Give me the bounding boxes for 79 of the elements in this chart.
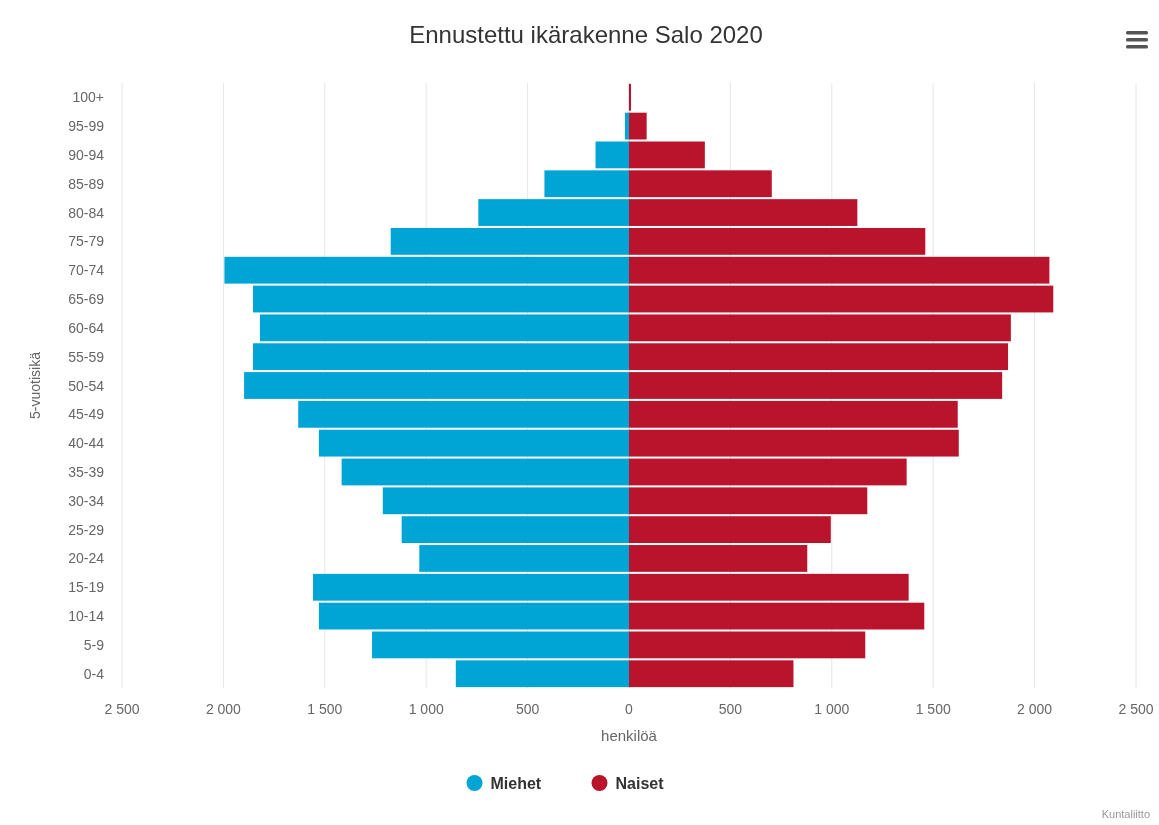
y-tick-label: 40-44 (68, 435, 105, 452)
y-tick-label: 35-39 (68, 463, 105, 480)
x-tick-label: 2 500 (1118, 701, 1154, 717)
bar (372, 631, 629, 659)
bar (341, 458, 629, 486)
bar (629, 458, 907, 486)
x-tick-label: 0 (625, 701, 634, 717)
bar (629, 141, 705, 169)
bar (629, 573, 909, 601)
bar (401, 516, 629, 544)
bar (390, 227, 629, 255)
y-tick-label: 55-59 (68, 348, 105, 365)
bar (478, 199, 629, 226)
bar (298, 400, 629, 428)
y-tick-label: 65-69 (68, 291, 105, 308)
x-tick-label: 500 (515, 701, 540, 717)
bar (629, 170, 772, 198)
x-tick-label: 1 000 (814, 701, 850, 717)
y-tick-label: 25-29 (68, 521, 105, 538)
bar (253, 343, 629, 371)
text: Kuntaliitto (1101, 808, 1150, 820)
chart-title: Ennustettu ikärakenne Salo 2020 (409, 21, 763, 48)
bar (595, 141, 629, 169)
bar (629, 199, 858, 226)
y-tick-label: 45-49 (68, 406, 105, 423)
y-tick-label: 90-94 (68, 146, 105, 163)
y-tick-label: 20-24 (68, 550, 105, 567)
bar (629, 602, 925, 630)
bar (629, 631, 866, 659)
x-tick-label: 1 500 (307, 701, 343, 717)
bar (629, 487, 868, 515)
bar (629, 314, 1011, 342)
y-tick-label: 10-14 (68, 608, 105, 625)
bar (629, 660, 794, 688)
bar (544, 170, 629, 198)
y-tick-label: 15-19 (68, 579, 105, 596)
bar (629, 516, 831, 544)
bar (629, 227, 926, 255)
bar (629, 112, 647, 140)
y-axis-title: 5-vuotisikä (27, 351, 43, 419)
bar (318, 602, 629, 630)
bar (629, 83, 632, 111)
x-tick-label: 500 (718, 701, 743, 717)
y-tick-label: 70-74 (68, 262, 105, 279)
bar (629, 343, 1009, 371)
bar (224, 256, 629, 284)
x-tick-label: 2 000 (205, 701, 242, 717)
y-tick-label: 0-4 (83, 665, 105, 682)
bar (318, 429, 629, 457)
bar (629, 285, 1054, 313)
bar (629, 429, 959, 457)
y-tick-label: 5-9 (83, 636, 105, 653)
bar (629, 256, 1050, 284)
bar (629, 372, 1003, 399)
bar (455, 660, 629, 688)
bar (629, 545, 808, 572)
legend-label: Miehet (490, 775, 542, 792)
x-tick-label: 2 000 (1017, 701, 1053, 717)
y-tick-label: 80-84 (68, 204, 105, 221)
x-tick-label: 1 500 (915, 701, 951, 717)
bar (253, 285, 629, 313)
x-tick-label: 2 500 (104, 701, 140, 717)
bar (313, 573, 629, 601)
y-tick-label: 95-99 (68, 118, 105, 135)
legend-label: Naiset (615, 775, 665, 792)
y-tick-label: 50-54 (68, 377, 105, 394)
bar (419, 545, 629, 572)
y-tick-label: 100+ (72, 89, 104, 106)
y-tick-label: 85-89 (68, 175, 105, 192)
bar (259, 314, 629, 342)
x-tick-label: 1 000 (408, 701, 444, 717)
y-tick-label: 60-64 (68, 319, 105, 336)
bar (629, 400, 958, 428)
y-tick-label: 75-79 (68, 233, 105, 250)
bar (382, 487, 629, 515)
bar (244, 372, 629, 399)
bar (624, 112, 629, 140)
x-axis-title: henkilöä (601, 727, 658, 744)
y-tick-label: 30-34 (68, 492, 105, 509)
